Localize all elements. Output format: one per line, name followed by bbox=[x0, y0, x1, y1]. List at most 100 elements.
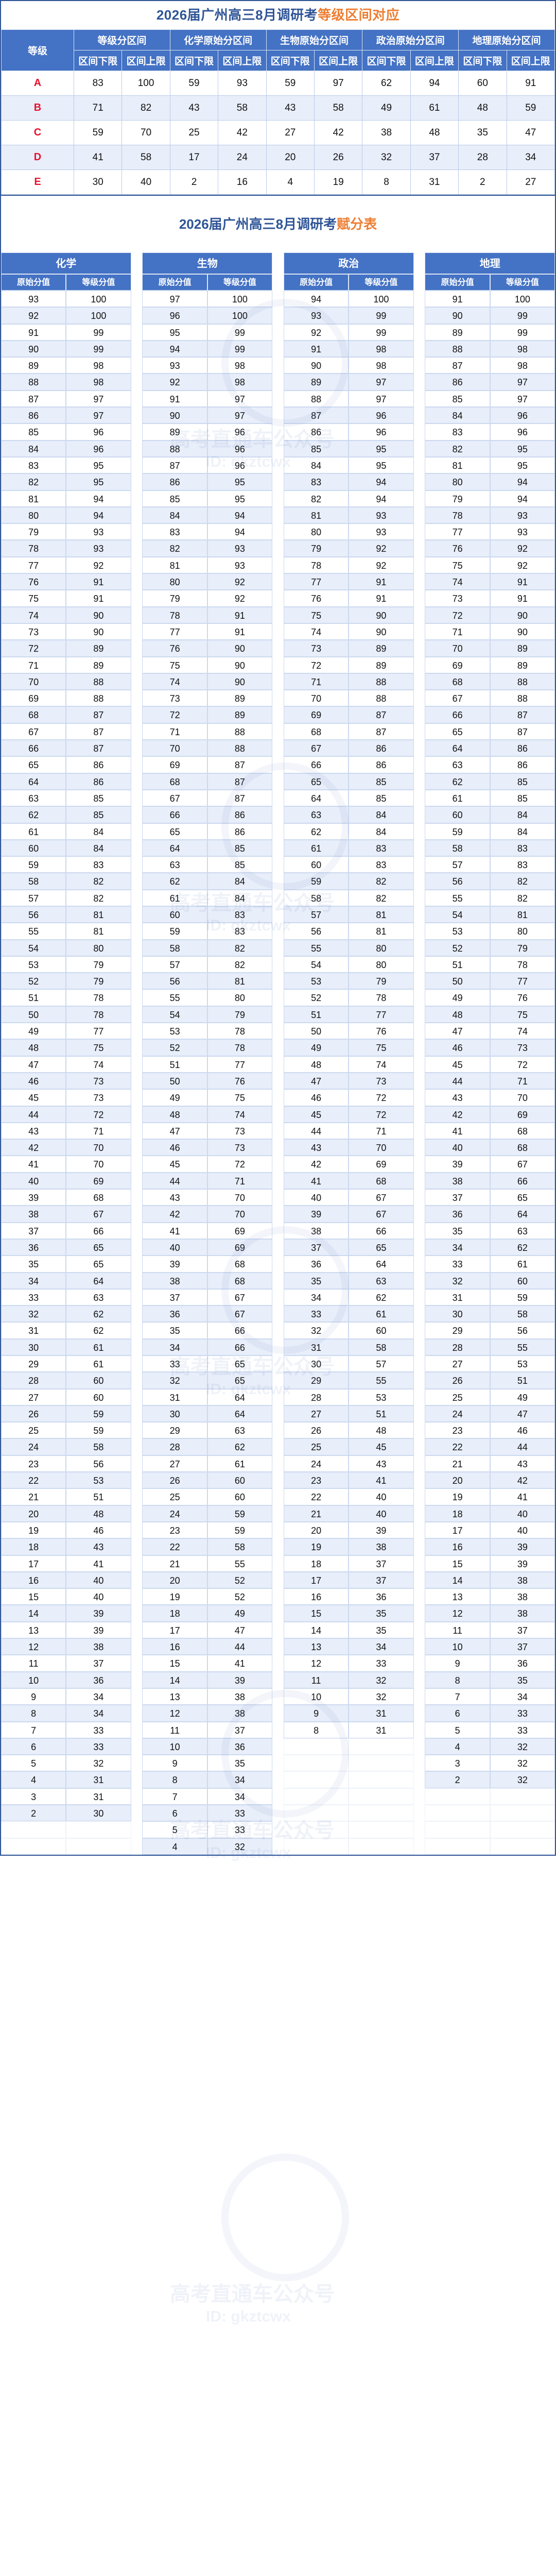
graded-score-cell: 100 bbox=[207, 307, 273, 324]
graded-score-cell: 38 bbox=[66, 1638, 131, 1655]
raw-score-cell: 43 bbox=[1, 1122, 66, 1140]
raw-score-cell: 47 bbox=[142, 1122, 207, 1140]
graded-score-cell: 79 bbox=[207, 1006, 273, 1023]
raw-score-cell: 68 bbox=[142, 773, 207, 790]
score-rows: 91 100 90 99 89 99 88 98 87 98 86 97 85 97 84 96 83 96 82 9… bbox=[425, 291, 555, 1855]
table-row: 25 59 bbox=[1, 1422, 131, 1439]
raw-score-cell: 26 bbox=[1, 1405, 66, 1422]
raw-score-cell: 60 bbox=[142, 906, 207, 923]
graded-score-cell: 35 bbox=[207, 1755, 273, 1772]
raw-score-cell: 86 bbox=[283, 423, 349, 440]
table-row: 22 40 bbox=[283, 1488, 414, 1505]
table-row: 46 73 bbox=[425, 1039, 555, 1056]
table-row: 76 91 bbox=[1, 573, 131, 590]
raw-score-cell: 20 bbox=[1, 1505, 66, 1522]
raw-score-cell: 3 bbox=[425, 1755, 490, 1772]
table-row: 7 33 bbox=[1, 1721, 131, 1738]
graded-score-cell: 76 bbox=[490, 989, 555, 1006]
graded-score-cell: 31 bbox=[66, 1788, 131, 1805]
graded-score-cell: 70 bbox=[490, 1089, 555, 1106]
raw-score-cell: 69 bbox=[283, 706, 349, 723]
graded-score-cell: 59 bbox=[207, 1505, 273, 1522]
raw-score-cell: 75 bbox=[1, 590, 66, 607]
graded-score-cell: 62 bbox=[490, 1239, 555, 1256]
table-row: 76 90 bbox=[142, 640, 273, 657]
raw-score-cell: 51 bbox=[142, 1056, 207, 1073]
table-row: 75 92 bbox=[425, 556, 555, 574]
raw-score-cell: 88 bbox=[142, 440, 207, 457]
table-row: 71 88 bbox=[142, 723, 273, 740]
graded-score-cell: 85 bbox=[66, 806, 131, 823]
raw-score-cell: 22 bbox=[425, 1438, 490, 1455]
raw-score-cell: 61 bbox=[1, 823, 66, 840]
raw-score-cell: 38 bbox=[1, 1206, 66, 1223]
graded-score-cell: 97 bbox=[66, 390, 131, 408]
interval-cell-2-4: 27 bbox=[266, 120, 315, 145]
table-row: 64 86 bbox=[425, 740, 555, 757]
table-row: 74 91 bbox=[425, 573, 555, 590]
raw-score-cell: 36 bbox=[425, 1206, 490, 1223]
graded-score-cell: 60 bbox=[490, 1272, 555, 1289]
graded-score-cell: 86 bbox=[207, 823, 273, 840]
raw-score-cell: 37 bbox=[1, 1222, 66, 1239]
graded-score-cell: 70 bbox=[349, 1139, 414, 1156]
graded-score-cell: 39 bbox=[207, 1671, 273, 1688]
interval-cell-1-0: 71 bbox=[73, 95, 123, 121]
graded-score-cell: 78 bbox=[66, 989, 131, 1006]
graded-score-cell: 82 bbox=[66, 873, 131, 890]
table1-title: 2026届广州高三8月调研考等级区间对应 bbox=[1, 1, 555, 29]
table-row: 46 72 bbox=[283, 1089, 414, 1106]
graded-score-cell: 93 bbox=[490, 523, 555, 540]
table-row: 90 98 bbox=[283, 357, 414, 374]
raw-score-cell: 49 bbox=[283, 1039, 349, 1056]
raw-score-cell: 92 bbox=[1, 307, 66, 324]
graded-score-cell: 78 bbox=[207, 1023, 273, 1040]
table-row: 70 88 bbox=[1, 673, 131, 690]
raw-score-cell: 27 bbox=[1, 1388, 66, 1405]
table-row: D 41 58 17 24 20 26 32 37 28 34 bbox=[1, 145, 555, 170]
graded-score-cell: 48 bbox=[349, 1422, 414, 1439]
grade-label-C: C bbox=[1, 120, 74, 145]
graded-score-cell: 94 bbox=[66, 506, 131, 524]
raw-score-cell: 67 bbox=[1, 723, 66, 740]
graded-score-cell: 68 bbox=[490, 1139, 555, 1156]
raw-score-cell: 40 bbox=[425, 1139, 490, 1156]
table-row: 45 73 bbox=[1, 1089, 131, 1106]
raw-score-cell: 35 bbox=[425, 1222, 490, 1239]
raw-score-cell bbox=[283, 1821, 349, 1838]
raw-score-cell: 53 bbox=[283, 973, 349, 990]
raw-score-cell: 64 bbox=[142, 839, 207, 857]
graded-score-cell: 41 bbox=[349, 1472, 414, 1489]
graded-score-cell: 33 bbox=[207, 1821, 273, 1838]
graded-score-cell: 73 bbox=[66, 1089, 131, 1106]
raw-score-cell: 47 bbox=[283, 1072, 349, 1090]
raw-score-cell: 50 bbox=[283, 1023, 349, 1040]
graded-score-cell: 93 bbox=[66, 540, 131, 557]
graded-score-cell: 93 bbox=[349, 523, 414, 540]
raw-score-cell: 14 bbox=[142, 1671, 207, 1688]
table-row: 23 46 bbox=[425, 1422, 555, 1439]
table-row: 78 91 bbox=[142, 606, 273, 623]
table-row: 87 98 bbox=[425, 357, 555, 374]
table-row: 80 92 bbox=[142, 573, 273, 590]
graded-score-cell: 65 bbox=[207, 1372, 273, 1389]
graded-score-cell: 100 bbox=[66, 291, 131, 308]
raw-score-cell: 29 bbox=[1, 1355, 66, 1372]
raw-score-cell: 30 bbox=[142, 1405, 207, 1422]
raw-score-cell: 88 bbox=[1, 374, 66, 391]
graded-score-cell: 69 bbox=[66, 1172, 131, 1190]
table-row: 93 99 bbox=[283, 307, 414, 324]
raw-score-cell: 45 bbox=[142, 1156, 207, 1173]
grade-label-E: E bbox=[1, 170, 74, 195]
table-row: 89 97 bbox=[283, 374, 414, 391]
raw-score-cell: 5 bbox=[425, 1721, 490, 1738]
table-row: 31 64 bbox=[142, 1388, 273, 1405]
graded-score-cell: 33 bbox=[349, 1655, 414, 1672]
raw-score-cell: 21 bbox=[283, 1505, 349, 1522]
subheader-graded: 等级分值 bbox=[66, 274, 131, 291]
interval-cell-2-5: 42 bbox=[314, 120, 363, 145]
graded-score-cell: 36 bbox=[207, 1738, 273, 1755]
graded-score-cell: 53 bbox=[490, 1355, 555, 1372]
subject-header-化学: 化学 bbox=[1, 252, 131, 274]
table-row: 32 62 bbox=[1, 1306, 131, 1323]
